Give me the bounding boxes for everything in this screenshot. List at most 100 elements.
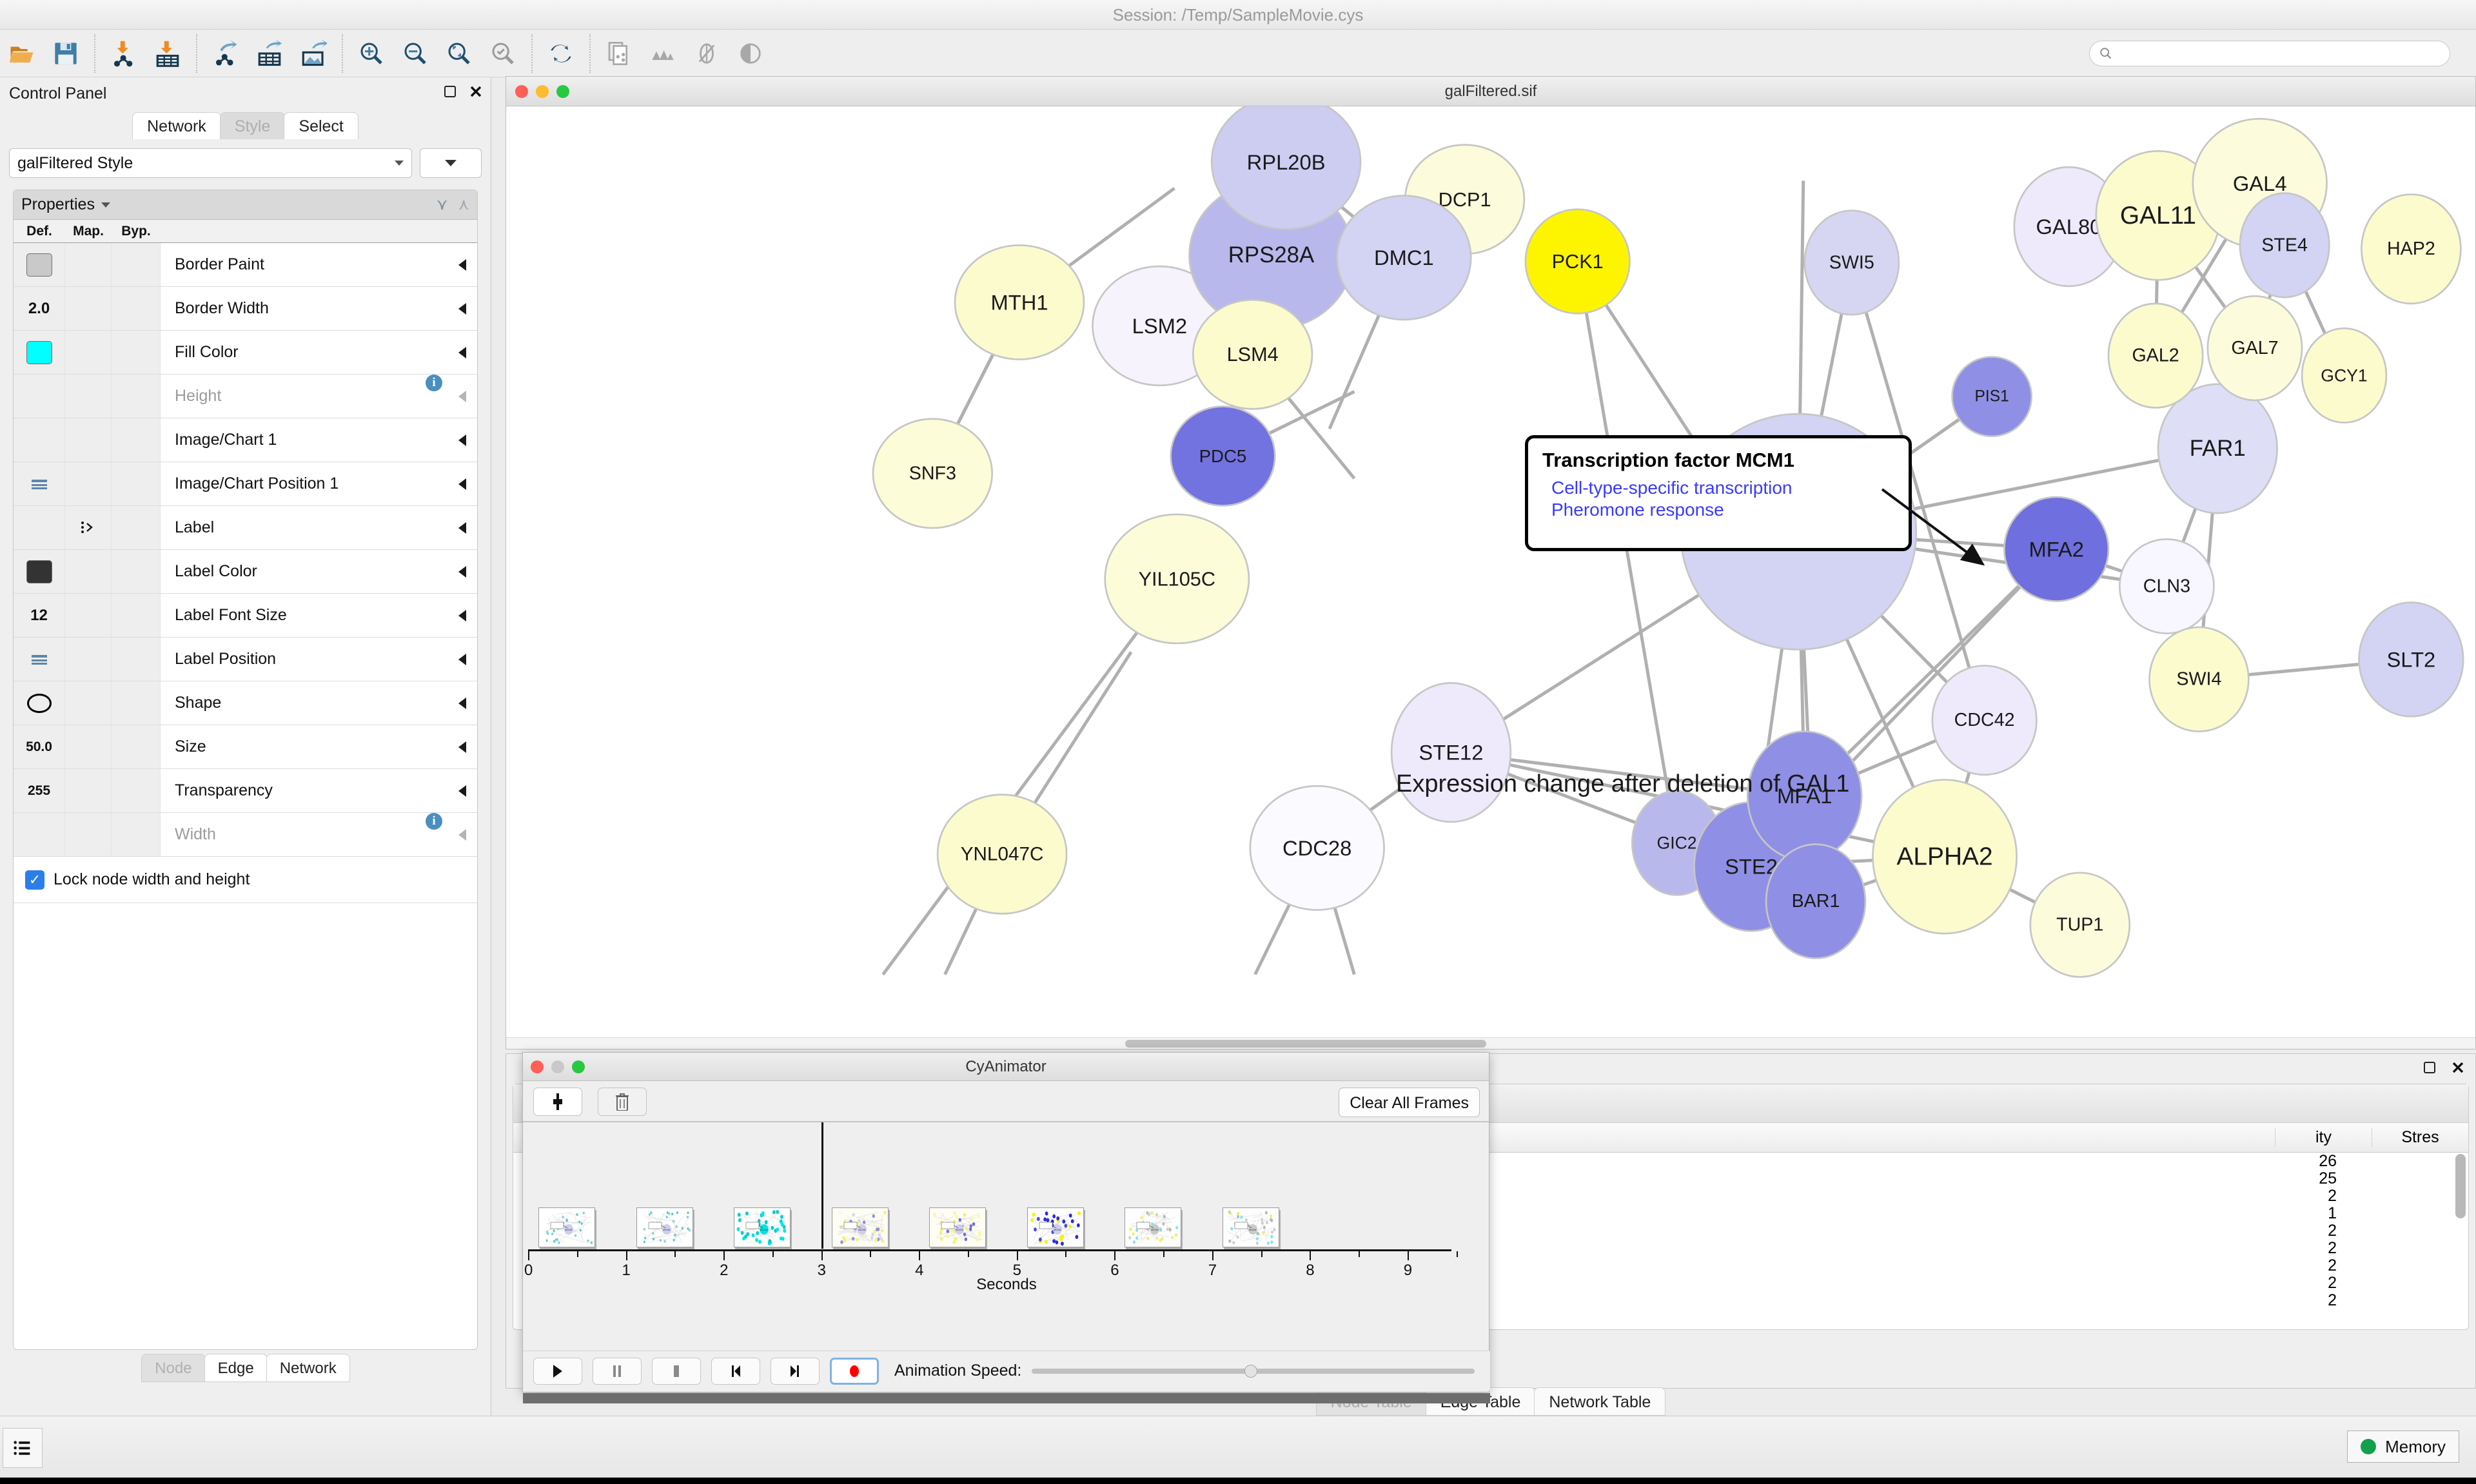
property-expand-arrow[interactable] [447, 638, 477, 681]
property-mapping-cell[interactable] [65, 769, 112, 812]
property-default-cell[interactable]: 2.0 [14, 287, 65, 330]
expand-all-icon[interactable]: ⋎ [436, 195, 448, 213]
property-row-height[interactable]: Height i [14, 375, 477, 418]
open-folder-icon[interactable] [0, 34, 44, 73]
cyanimator-bottom-scrollbar[interactable] [523, 1393, 1490, 1403]
property-mapping-cell[interactable] [65, 506, 112, 549]
timeline-frame[interactable]: MCM1 [1125, 1207, 1182, 1247]
add-frame-button[interactable] [533, 1088, 582, 1116]
property-default-cell[interactable]: 12 [14, 594, 65, 637]
property-default-cell[interactable] [14, 813, 65, 856]
property-mapping-cell[interactable] [65, 287, 112, 330]
property-mapping-cell[interactable] [65, 725, 112, 768]
property-default-cell[interactable] [14, 681, 65, 725]
property-default-cell[interactable] [14, 331, 65, 374]
property-bypass-cell[interactable] [112, 418, 161, 462]
bottom-tab-node[interactable]: Node [141, 1354, 206, 1382]
record-button[interactable] [830, 1357, 879, 1385]
network-node-swi4[interactable]: SWI4 [2148, 626, 2250, 732]
lock-node-size-row[interactable]: ✓ Lock node width and height [14, 857, 477, 903]
network-edge[interactable] [1850, 262, 1987, 721]
import-network-icon[interactable] [102, 34, 146, 73]
property-expand-arrow[interactable] [447, 462, 477, 505]
property-expand-arrow[interactable] [447, 769, 477, 812]
layout-icon[interactable] [641, 34, 685, 73]
info-icon[interactable]: i [426, 813, 442, 830]
property-row-transparency[interactable]: 255 Transparency [14, 769, 477, 813]
network-node-tup1[interactable]: TUP1 [2029, 872, 2131, 978]
property-expand-arrow[interactable] [447, 594, 477, 637]
property-expand-arrow[interactable] [447, 506, 477, 549]
timeline-playhead[interactable] [821, 1122, 823, 1249]
timeline-frame[interactable]: MCM1 [734, 1207, 791, 1247]
timeline-frame[interactable]: MCM1 [1027, 1207, 1084, 1247]
network-canvas[interactable]: MTH1 SNF3 LSM2 RPS28A RPL20B LSM4 DCP1 DMC1 PDC5… [506, 106, 2475, 1049]
property-mapping-cell[interactable] [65, 243, 112, 286]
tab-select[interactable]: Select [284, 112, 359, 139]
property-bypass-cell[interactable] [112, 813, 161, 856]
network-node-swi5[interactable]: SWI5 [1803, 210, 1900, 316]
animation-speed-slider[interactable] [1032, 1358, 1475, 1385]
scrollbar-thumb[interactable] [1125, 1040, 1486, 1048]
annotation-box[interactable]: Transcription factor MCM1 Cell-type-spec… [1525, 435, 1912, 551]
property-bypass-cell[interactable] [112, 681, 161, 725]
timeline-frame[interactable]: MCM1 [1222, 1207, 1279, 1247]
property-expand-arrow[interactable] [447, 418, 477, 462]
property-expand-arrow[interactable] [447, 681, 477, 725]
bottom-tab-edge[interactable]: Edge [204, 1354, 268, 1382]
property-mapping-cell[interactable] [65, 681, 112, 725]
color-swatch[interactable] [26, 560, 52, 583]
network-node-pck1[interactable]: PCK1 [1524, 208, 1631, 315]
refresh-icon[interactable] [539, 34, 583, 73]
new-network-icon[interactable] [597, 34, 641, 73]
property-row-label-position[interactable]: Label Position [14, 638, 477, 681]
property-default-cell[interactable] [14, 243, 65, 286]
table-row[interactable]: 2 [513, 1291, 2468, 1309]
property-mapping-cell[interactable] [65, 638, 112, 681]
close-icon[interactable] [469, 84, 483, 102]
table-row[interactable]: 25 [513, 1169, 2468, 1187]
table-row[interactable]: 1 [513, 1204, 2468, 1222]
network-node-slt2[interactable]: SLT2 [2358, 601, 2464, 718]
close-window-button[interactable] [531, 1060, 544, 1073]
network-node-ynl047c[interactable]: YNL047C [936, 794, 1068, 915]
property-mapping-cell[interactable] [65, 594, 112, 637]
network-node-snf3[interactable]: SNF3 [872, 418, 994, 529]
network-node-gal80[interactable]: GAL80 [2013, 166, 2125, 288]
property-expand-arrow[interactable] [447, 243, 477, 286]
property-expand-arrow[interactable] [447, 287, 477, 330]
network-node-ste12[interactable]: STE12 [1390, 682, 1512, 823]
property-expand-arrow[interactable] [447, 550, 477, 593]
property-mapping-cell[interactable] [65, 331, 112, 374]
pause-button[interactable] [593, 1357, 642, 1385]
network-node-rpl20b[interactable]: RPL20B [1210, 106, 1362, 230]
shape-circle-icon[interactable] [26, 693, 52, 713]
network-node-mth1[interactable]: MTH1 [954, 244, 1085, 360]
hide-icon[interactable] [685, 34, 729, 73]
timeline-frame[interactable]: MCM1 [831, 1207, 889, 1247]
close-window-button[interactable] [515, 85, 528, 98]
maximize-icon[interactable] [2422, 1060, 2437, 1078]
property-row-size[interactable]: 50.0 Size [14, 725, 477, 769]
property-row-image-chart-position-1[interactable]: Image/Chart Position 1 [14, 462, 477, 506]
clear-all-frames-button[interactable]: Clear All Frames [1339, 1088, 1480, 1117]
network-node-ste4[interactable]: STE4 [2239, 192, 2330, 298]
property-mapping-cell[interactable] [65, 375, 112, 418]
color-swatch[interactable] [26, 340, 52, 364]
property-default-cell[interactable]: 50.0 [14, 725, 65, 768]
timeline-frame[interactable]: MCM1 [538, 1207, 595, 1247]
property-bypass-cell[interactable] [112, 638, 161, 681]
task-list-button[interactable] [3, 1428, 43, 1468]
style-options-button[interactable] [420, 148, 482, 178]
property-bypass-cell[interactable] [112, 375, 161, 418]
export-image-icon[interactable] [291, 34, 335, 73]
property-expand-arrow[interactable] [447, 375, 477, 418]
tab-network[interactable]: Network [132, 112, 221, 139]
property-row-label-font-size[interactable]: 12 Label Font Size [14, 594, 477, 638]
network-node-alpha2[interactable]: ALPHA2 [1872, 779, 2018, 935]
timeline-frame[interactable]: MCM1 [929, 1207, 987, 1247]
table-row[interactable]: 2 [513, 1222, 2468, 1240]
property-expand-arrow[interactable] [447, 725, 477, 768]
network-node-cdc28[interactable]: CDC28 [1249, 785, 1385, 911]
property-row-label[interactable]: Label [14, 506, 477, 550]
